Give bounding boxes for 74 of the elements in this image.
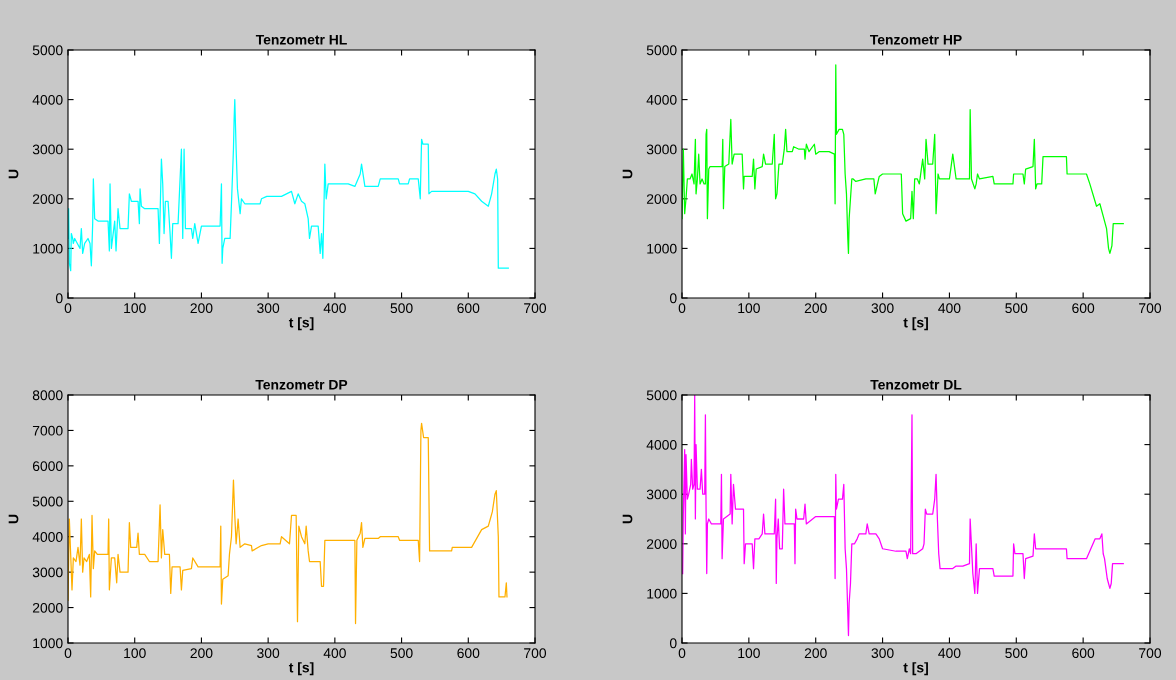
y-tick-label: 2000 bbox=[646, 194, 677, 204]
x-axis-title: t [s] bbox=[903, 317, 928, 331]
x-tick-label: 100 bbox=[738, 303, 760, 314]
x-tick-label: 200 bbox=[804, 648, 827, 659]
y-tick-label: 4000 bbox=[32, 532, 63, 542]
y-tick-label: 1000 bbox=[33, 243, 63, 254]
y-tick-label: 4000 bbox=[646, 94, 677, 105]
x-tick-label: 400 bbox=[323, 303, 346, 314]
y-tick-label: 3000 bbox=[32, 144, 63, 155]
line-series bbox=[68, 422, 508, 625]
chart-title: Tenzometr HP bbox=[869, 34, 962, 45]
y-tick-label: 1000 bbox=[33, 638, 63, 649]
y-tick-label: 1000 bbox=[647, 243, 677, 254]
x-tick-label: 600 bbox=[1072, 303, 1095, 314]
x-tick-label: 700 bbox=[524, 648, 547, 659]
x-tick-label: 300 bbox=[871, 648, 894, 659]
x-tick-label: 500 bbox=[390, 303, 413, 314]
y-tick-label: 4000 bbox=[646, 439, 677, 450]
line-series bbox=[68, 98, 509, 272]
y-tick-label: 5000 bbox=[646, 390, 677, 401]
chart-title: Tenzometr DP bbox=[255, 379, 348, 390]
line-series bbox=[682, 64, 1124, 254]
y-axis-title: U bbox=[622, 514, 633, 524]
x-tick-label: 500 bbox=[1005, 303, 1028, 314]
x-tick-label: 700 bbox=[1139, 303, 1162, 314]
chart-title: Tenzometr HL bbox=[255, 34, 347, 45]
y-tick-label: 3000 bbox=[32, 567, 63, 578]
y-tick-label: 3000 bbox=[646, 489, 677, 500]
x-tick-label: 500 bbox=[390, 648, 413, 659]
x-tick-label: 400 bbox=[323, 648, 346, 659]
y-tick-label: 7000 bbox=[32, 425, 63, 436]
x-tick-label: 0 bbox=[64, 648, 72, 659]
x-tick-label: 700 bbox=[524, 303, 547, 314]
y-tick-label: 4000 bbox=[32, 94, 63, 105]
x-tick-label: 400 bbox=[938, 648, 961, 659]
x-tick-label: 300 bbox=[871, 303, 894, 314]
y-axis-title: U bbox=[8, 169, 19, 179]
y-tick-label: 6000 bbox=[32, 461, 63, 472]
y-axis-title: U bbox=[8, 514, 19, 524]
x-tick-label: 700 bbox=[1139, 648, 1162, 659]
y-tick-label: 0 bbox=[55, 293, 63, 304]
x-tick-label: 600 bbox=[457, 303, 480, 314]
x-tick-label: 600 bbox=[1072, 648, 1095, 659]
y-tick-label: 5000 bbox=[646, 45, 677, 56]
chart-title: Tenzometr DL bbox=[870, 379, 962, 390]
y-tick-label: 5000 bbox=[32, 496, 63, 507]
x-axis-title: t [s] bbox=[903, 662, 928, 676]
x-tick-label: 600 bbox=[457, 648, 480, 659]
x-tick-label: 100 bbox=[124, 303, 146, 314]
y-tick-label: 0 bbox=[669, 293, 677, 304]
x-tick-label: 0 bbox=[678, 648, 686, 659]
x-tick-label: 0 bbox=[678, 303, 686, 314]
x-tick-label: 100 bbox=[738, 648, 760, 659]
x-axis-title: t [s] bbox=[288, 662, 314, 676]
x-tick-label: 300 bbox=[257, 648, 280, 659]
y-tick-label: 1000 bbox=[647, 588, 677, 599]
x-tick-label: 200 bbox=[190, 648, 213, 659]
y-tick-label: 8000 bbox=[32, 390, 63, 401]
y-tick-label: 5000 bbox=[32, 45, 63, 56]
y-tick-label: 0 bbox=[669, 638, 677, 649]
x-tick-label: 300 bbox=[257, 303, 280, 314]
x-tick-label: 500 bbox=[1005, 648, 1028, 659]
x-tick-label: 200 bbox=[190, 303, 213, 314]
y-tick-label: 3000 bbox=[646, 144, 677, 155]
x-tick-label: 100 bbox=[124, 648, 146, 659]
x-tick-label: 0 bbox=[64, 303, 72, 314]
y-tick-label: 2000 bbox=[646, 539, 677, 549]
line-series bbox=[682, 395, 1124, 637]
y-tick-label: 2000 bbox=[32, 602, 63, 613]
y-tick-label: 2000 bbox=[32, 194, 63, 204]
x-tick-label: 400 bbox=[938, 303, 961, 314]
x-tick-label: 200 bbox=[804, 303, 827, 314]
y-axis-title: U bbox=[622, 169, 633, 179]
x-axis-title: t [s] bbox=[288, 317, 314, 331]
